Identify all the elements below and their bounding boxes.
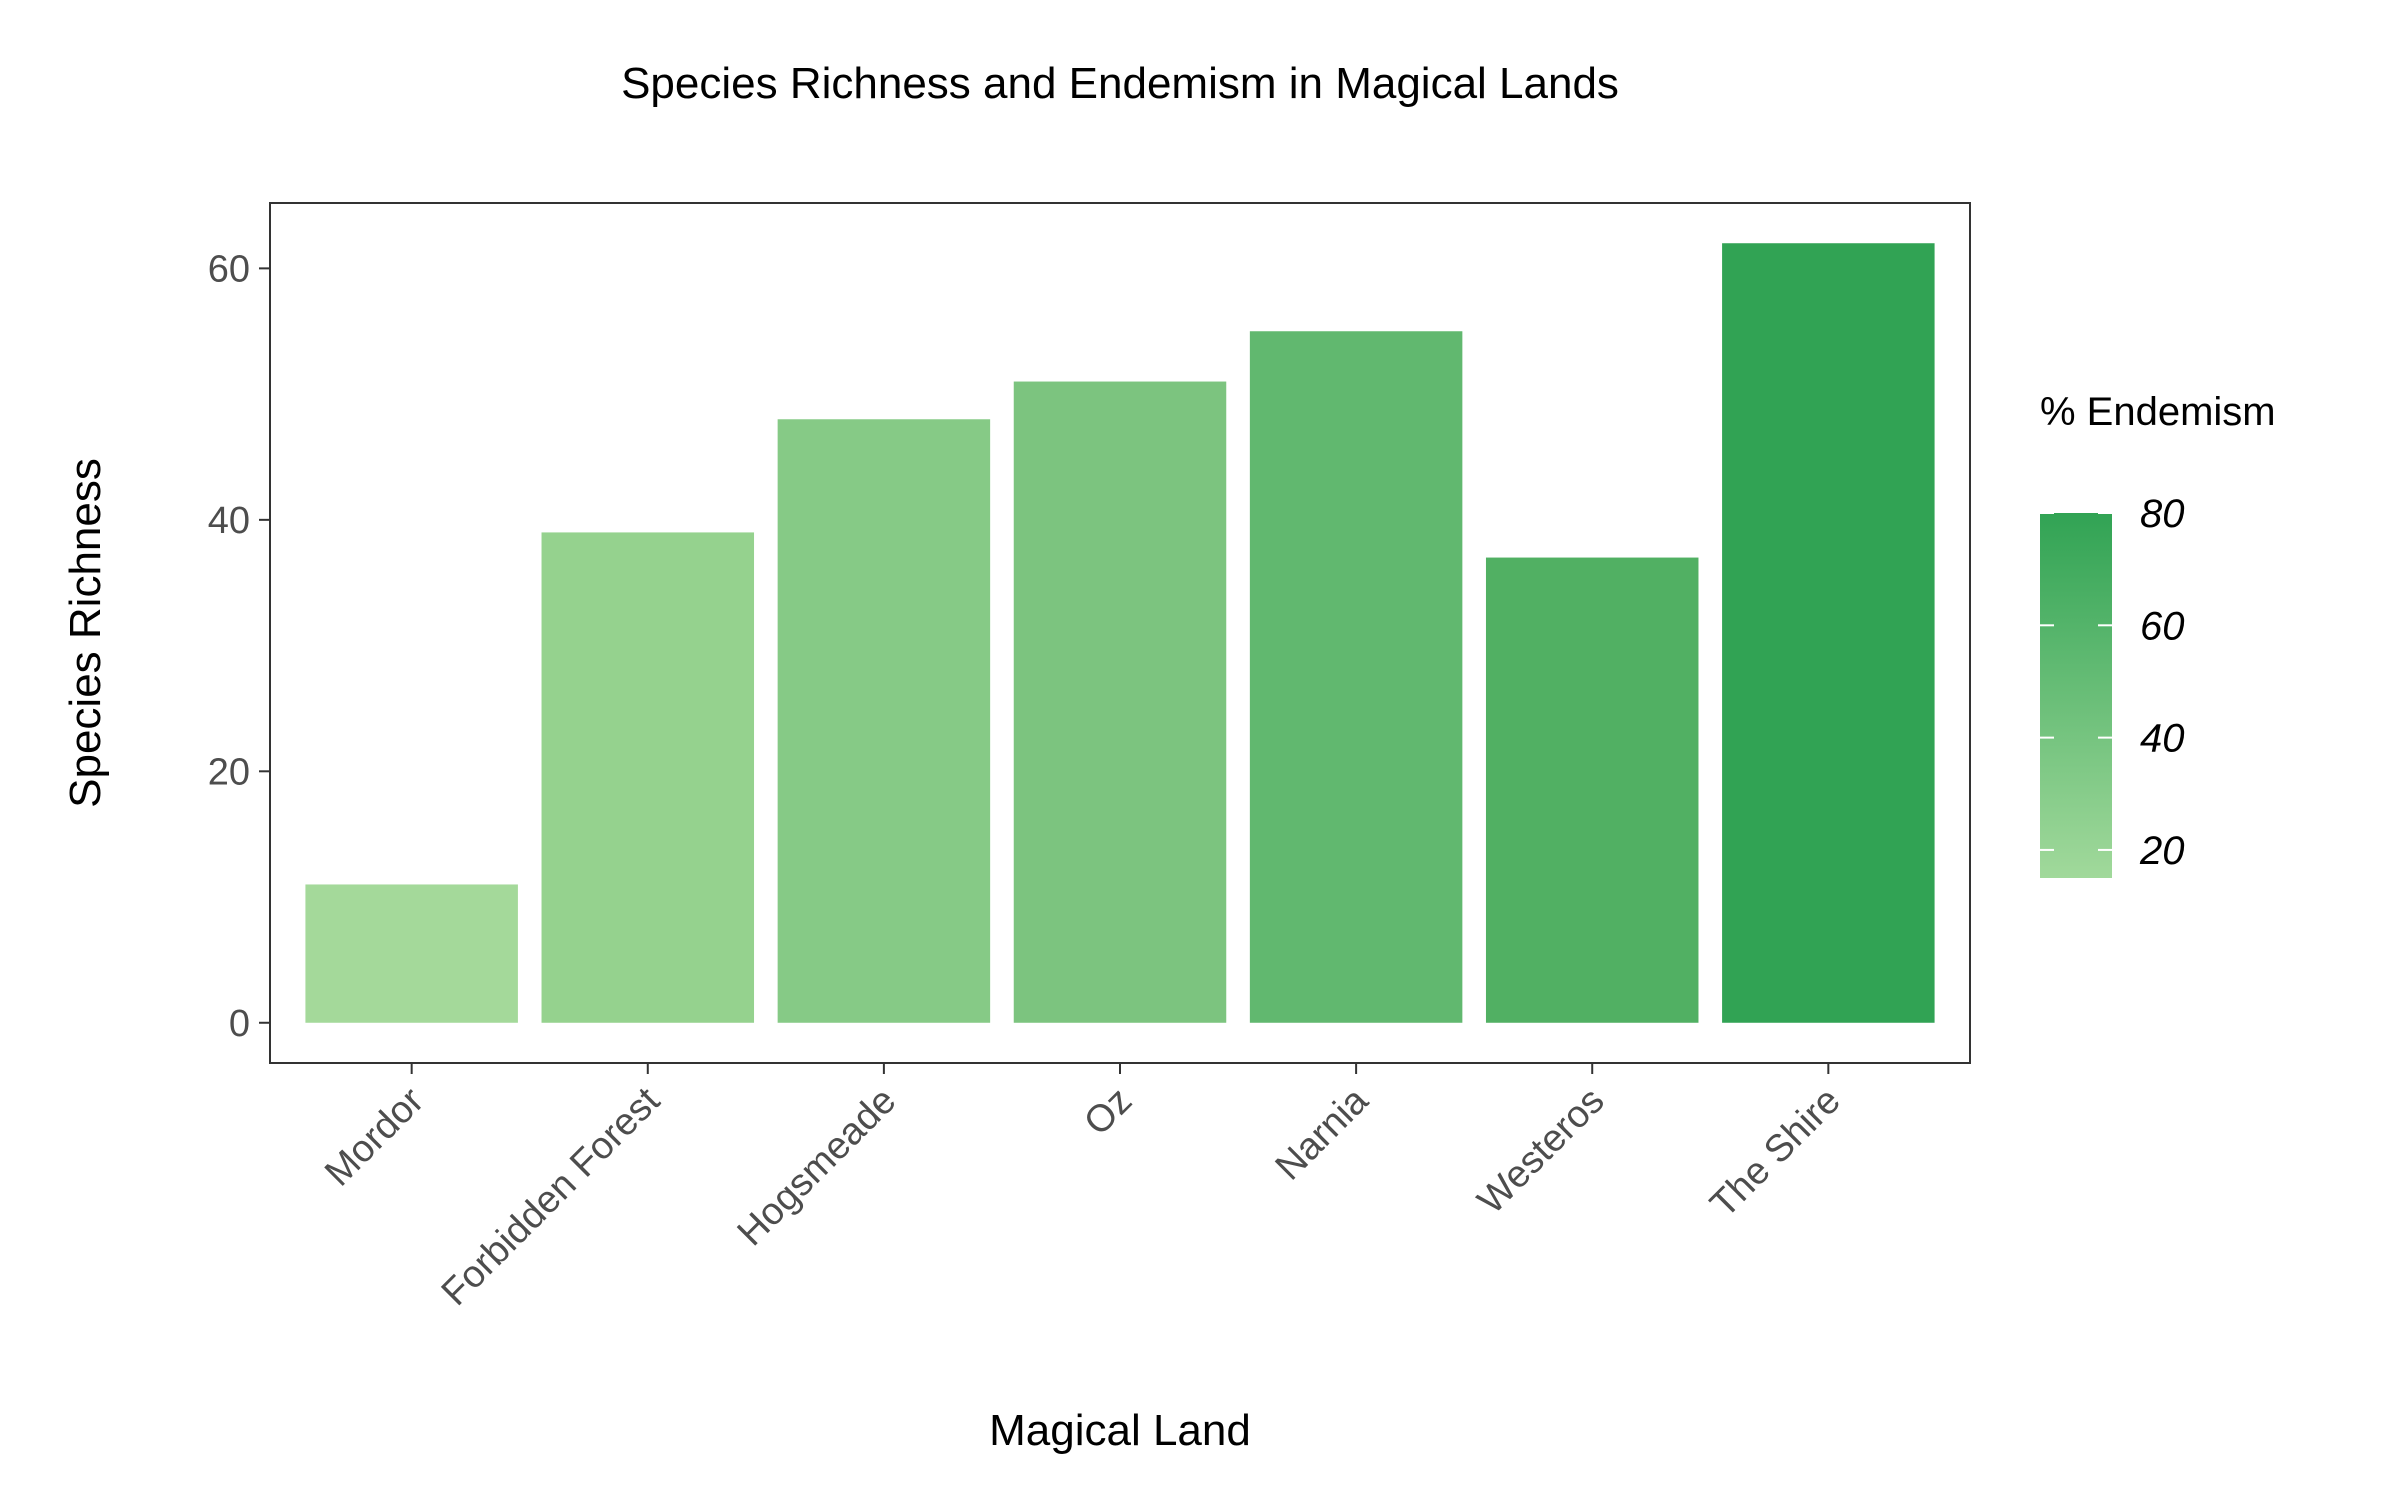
bar-forbidden-forest [541, 532, 755, 1023]
legend-colorbar [2040, 513, 2112, 878]
bar-mordor [305, 884, 518, 1023]
x-tick-label: Forbidden Forest [434, 1079, 669, 1314]
x-tick-label: Narnia [1268, 1079, 1377, 1188]
bar-narnia [1249, 331, 1463, 1023]
legend-tick-label: 40 [2140, 717, 2185, 761]
x-tick-label: Hogsmeade [730, 1080, 905, 1255]
bar-westeros [1485, 557, 1699, 1023]
x-axis-title: Magical Land [989, 1406, 1251, 1455]
x-tick-label: Oz [1076, 1080, 1140, 1144]
bar-the-shire [1722, 243, 1935, 1023]
y-tick-label: 60 [208, 248, 250, 290]
y-tick-label: 40 [208, 500, 250, 542]
y-tick-label: 20 [208, 751, 250, 793]
y-axis: 0 20 40 60 [208, 248, 270, 1045]
x-tick-label: Westeros [1470, 1080, 1613, 1223]
x-axis: Mordor Forbidden Forest Hogsmeade Oz Narnia W… [317, 1063, 1849, 1314]
legend: % Endemism 20 40 60 80 [2040, 390, 2276, 878]
legend-tick-label: 80 [2140, 492, 2185, 536]
legend-tick-label: 20 [2139, 829, 2185, 873]
y-tick-label: 0 [229, 1003, 250, 1045]
bar-oz [1013, 381, 1227, 1023]
x-tick-label: The Shire [1703, 1080, 1849, 1226]
legend-tick-label: 60 [2140, 604, 2185, 648]
bars-layer [305, 243, 1935, 1023]
y-axis-title: Species Richness [61, 458, 110, 808]
bar-hogsmeade [777, 419, 991, 1023]
legend-ticks: 20 40 60 80 [2040, 492, 2185, 873]
legend-title: % Endemism [2040, 390, 2276, 434]
x-tick-label: Mordor [317, 1079, 432, 1194]
chart-title: Species Richness and Endemism in Magical… [621, 59, 1619, 108]
